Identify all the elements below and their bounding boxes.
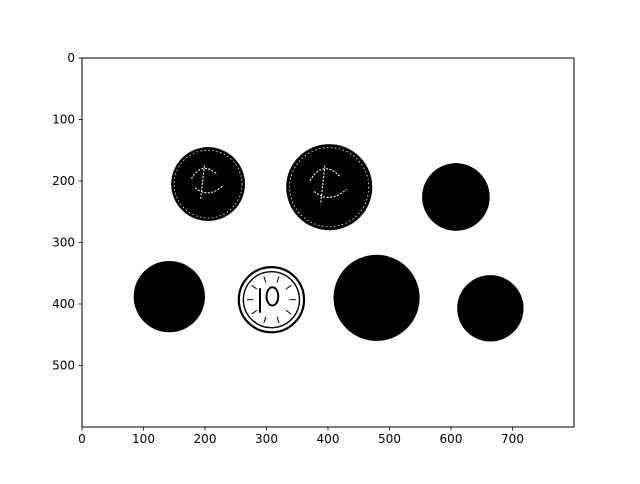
y-axis: 0 100 200 300 400 500 bbox=[52, 51, 82, 373]
axes-frame bbox=[81, 57, 575, 428]
coin bbox=[286, 144, 373, 231]
y-tick-label: 300 bbox=[52, 236, 75, 250]
coin-rim bbox=[237, 266, 306, 334]
y-tick-label: 200 bbox=[52, 174, 75, 188]
coin-emboss bbox=[190, 165, 224, 199]
coin bbox=[333, 254, 420, 341]
coin-texture-stroke bbox=[276, 276, 280, 283]
x-tick-label: 100 bbox=[132, 432, 155, 446]
y-tick-label: 100 bbox=[52, 113, 75, 127]
y-tick-label: 400 bbox=[52, 297, 75, 311]
coin-body bbox=[457, 275, 524, 342]
y-tick-label: 0 bbox=[67, 51, 75, 65]
coin-texture-stroke bbox=[251, 309, 258, 315]
coin bbox=[171, 147, 245, 221]
coin-texture-stroke bbox=[263, 276, 267, 283]
x-tick-label: 700 bbox=[501, 432, 524, 446]
x-tick-label: 200 bbox=[194, 432, 217, 446]
coin bbox=[457, 275, 524, 342]
coin-texture-stroke bbox=[276, 316, 280, 324]
coin bbox=[133, 260, 205, 333]
coin bbox=[422, 163, 490, 231]
x-tick-label: 0 bbox=[78, 432, 86, 446]
coin-body bbox=[133, 260, 205, 333]
x-tick-label: 500 bbox=[378, 432, 401, 446]
coin-texture-stroke bbox=[263, 316, 267, 324]
coin-body bbox=[333, 254, 420, 341]
coin-rim-texture bbox=[173, 149, 243, 219]
x-tick-label: 400 bbox=[317, 432, 340, 446]
coin-rim-texture bbox=[289, 147, 370, 228]
coin-body bbox=[286, 144, 373, 231]
x-axis: 0 100 200 300 400 500 600 700 bbox=[78, 427, 524, 446]
coin-texture-stroke bbox=[285, 309, 292, 315]
coin-emboss bbox=[309, 165, 347, 205]
coin-texture-stroke bbox=[251, 284, 258, 290]
coin-body bbox=[171, 147, 245, 221]
x-tick-label: 600 bbox=[440, 432, 463, 446]
x-tick-label: 300 bbox=[255, 432, 278, 446]
coin bbox=[237, 266, 306, 334]
binary-coin-image bbox=[133, 144, 524, 342]
coin-texture-stroke bbox=[285, 284, 292, 290]
coin-body bbox=[422, 163, 490, 231]
y-tick-label: 500 bbox=[52, 359, 75, 373]
coin-inner-ring bbox=[242, 270, 301, 329]
coin-emboss bbox=[259, 286, 280, 313]
